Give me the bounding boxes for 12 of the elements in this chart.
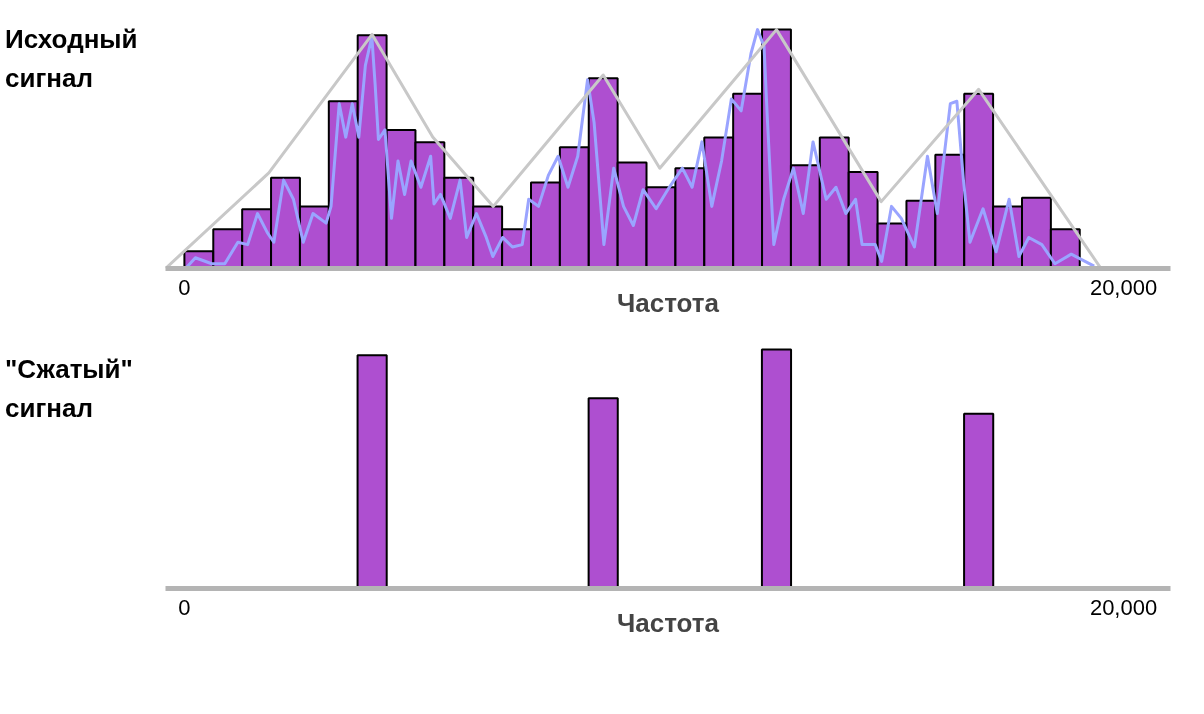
x-tick-label: 20,000 xyxy=(1089,594,1158,620)
text: Исходный сигнал xyxy=(5,23,139,95)
x-tick-label: 0 xyxy=(178,594,191,620)
bar xyxy=(760,348,793,589)
x-axis-title: Частота xyxy=(617,287,720,318)
bar xyxy=(963,412,995,589)
x-tick-label: 0 xyxy=(178,274,191,300)
x-tick-label: 20,000 xyxy=(1089,274,1158,300)
x-axis-title: Частота xyxy=(617,607,720,638)
bar xyxy=(587,397,619,589)
text: "Сжатый" сигнал xyxy=(5,353,134,425)
bar xyxy=(356,354,388,589)
